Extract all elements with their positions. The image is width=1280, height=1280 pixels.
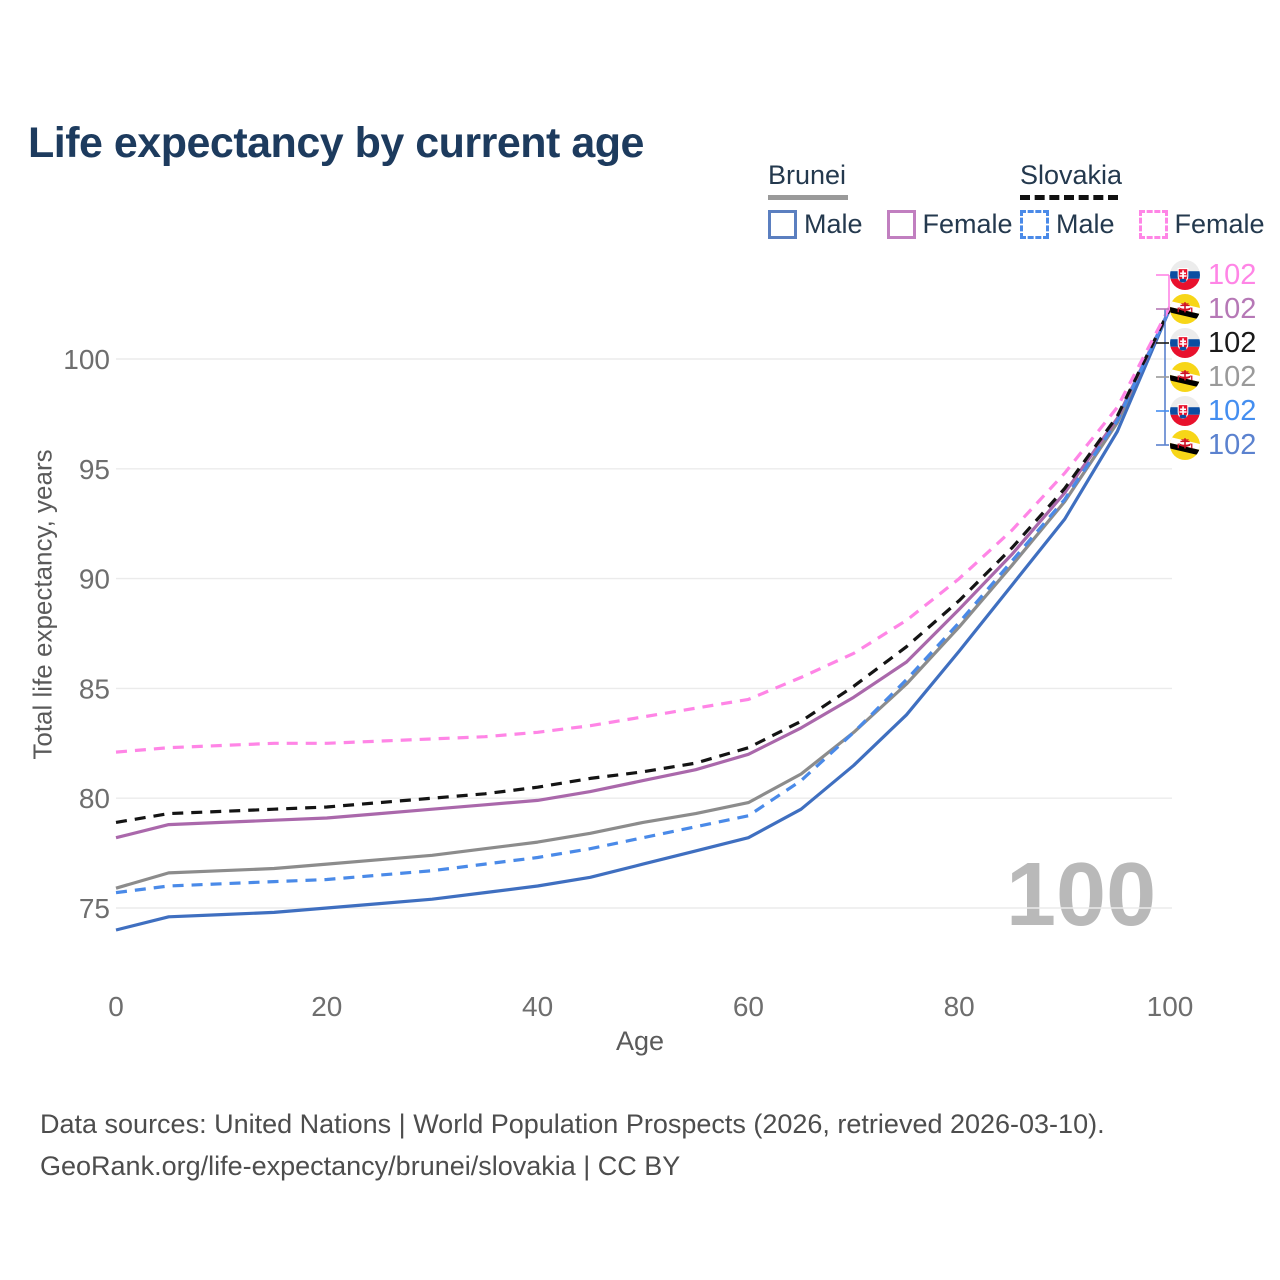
end-label-slovakia-female: 102 (1170, 258, 1256, 292)
series-line-slovakia-both-sexes- (115, 307, 1172, 824)
x-tick-label: 100 (1147, 991, 1194, 1022)
legend-label: Male (1056, 209, 1115, 239)
slovakia-flag-icon (1170, 328, 1200, 358)
legend-item-brunei-male[interactable]: Male (768, 209, 863, 240)
legend-group-slovakia: Slovakia Male Female (1020, 160, 1265, 240)
x-axis-title: Age (615, 1026, 665, 1056)
slovakia-male-swatch-icon (1020, 210, 1049, 239)
end-value: 102 (1208, 361, 1257, 393)
brunei-flag-icon (1170, 362, 1200, 392)
age-watermark: 100 (1006, 845, 1157, 945)
end-value: 102 (1208, 429, 1257, 461)
brunei-flag-icon (1170, 294, 1200, 324)
legend-item-brunei-female[interactable]: Female (886, 209, 1013, 240)
series-line-slovakia-male (115, 307, 1172, 895)
legend-label: Female (922, 209, 1013, 239)
end-label-slovakia-both: 102 (1170, 326, 1256, 360)
y-tick-label: 95 (79, 454, 110, 485)
x-tick-label: 60 (733, 991, 764, 1022)
brunei-flag-icon (1170, 430, 1200, 460)
x-tick-label: 20 (311, 991, 342, 1022)
legend-label: Male (804, 209, 863, 239)
x-tick-label: 40 (522, 991, 553, 1022)
y-tick-label: 80 (79, 783, 110, 814)
brunei-male-swatch-icon (768, 210, 797, 239)
end-value: 102 (1208, 259, 1257, 291)
y-tick-label: 90 (79, 564, 110, 595)
end-label-slovakia-male: 102 (1170, 394, 1256, 428)
x-tick-label: 80 (944, 991, 975, 1022)
legend-country-slovakia[interactable]: Slovakia (1020, 160, 1123, 190)
y-tick-label: 85 (79, 673, 110, 704)
slovakia-line-style-sample (1020, 195, 1118, 200)
end-value: 102 (1208, 395, 1257, 427)
slovakia-female-swatch-icon (1138, 210, 1168, 239)
legend-item-slovakia-male[interactable]: Male (1020, 209, 1115, 240)
legend-country-brunei[interactable]: Brunei (768, 160, 847, 190)
end-label-brunei-male: 102 (1170, 428, 1256, 462)
end-value: 102 (1208, 327, 1257, 359)
slovakia-flag-icon (1170, 260, 1200, 290)
data-sources-line: Data sources: United Nations | World Pop… (40, 1109, 1105, 1139)
end-label-brunei-both: 102 (1170, 360, 1256, 394)
y-tick-label: 75 (79, 893, 110, 924)
legend-item-slovakia-female[interactable]: Female (1138, 209, 1265, 240)
y-tick-label: 100 (63, 344, 110, 375)
footer: Data sources: United Nations | World Pop… (40, 1104, 1105, 1188)
legend-group-brunei: Brunei Male Female (768, 160, 1013, 240)
end-value: 102 (1208, 293, 1257, 325)
series-line-brunei-female (115, 307, 1172, 840)
series-line-slovakia-female (115, 305, 1172, 754)
end-label-brunei-female: 102 (1170, 292, 1256, 326)
series-line-brunei-both-sexes- (115, 307, 1172, 890)
brunei-female-swatch-icon (886, 210, 916, 239)
slovakia-flag-icon (1170, 396, 1200, 426)
series-line-brunei-male (115, 307, 1172, 932)
brunei-line-style-sample (768, 195, 848, 200)
x-tick-label: 0 (108, 991, 124, 1022)
attribution-line: GeoRank.org/life-expectancy/brunei/slova… (40, 1150, 681, 1181)
page-title: Life expectancy by current age (28, 118, 644, 167)
legend-label: Female (1174, 209, 1265, 239)
